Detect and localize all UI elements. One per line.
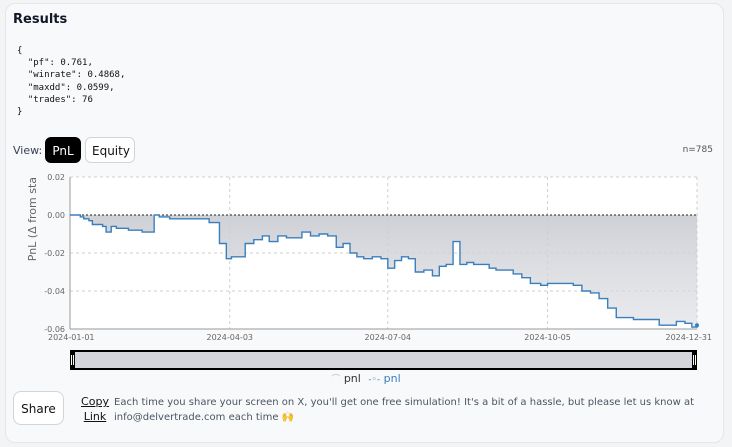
view-toggle-row: View: PnL Equity n=785	[13, 137, 713, 163]
share-message: Each time you share your screen on X, yo…	[114, 397, 695, 423]
range-slider[interactable]	[70, 350, 697, 370]
x-tick-label: 2024-10-05	[524, 333, 571, 342]
pnl-series-line	[70, 214, 698, 328]
y-tick-label: 0.02	[47, 173, 65, 182]
y-tick-label: -0.04	[44, 287, 65, 296]
y-tick-label: 0.00	[47, 211, 65, 220]
pnl-last-point	[695, 323, 699, 328]
view-label: View:	[13, 144, 43, 157]
legend-item-area[interactable]: ⌒ pnl	[331, 372, 361, 385]
chart-axes	[69, 177, 698, 330]
legend-line-icon: -◦-	[368, 375, 381, 385]
x-tick-label: 2024-04-03	[207, 333, 254, 342]
x-tick-label: 2024-12-31	[666, 333, 713, 342]
results-title: Results	[13, 12, 68, 27]
legend-item-line[interactable]: -◦- pnl	[368, 372, 400, 385]
x-tick-label: 2024-07-04	[365, 333, 412, 342]
range-handle-left[interactable]	[71, 355, 74, 365]
copy-link[interactable]: Copy Link	[81, 395, 109, 423]
range-handle-right[interactable]	[693, 355, 696, 365]
equity-view-button[interactable]: Equity	[85, 137, 135, 163]
y-tick-label: -0.02	[44, 249, 65, 258]
y-tick-label: -0.06	[44, 325, 65, 334]
chart-legend: ⌒ pnl -◦- pnl	[0, 372, 732, 385]
results-json: { "pf": 0.761, "winrate": 0.4868, "maxdd…	[17, 46, 126, 118]
pnl-view-button[interactable]: PnL	[45, 137, 81, 163]
x-tick-label: 2024-01-01	[48, 333, 95, 342]
legend-area-label: pnl	[343, 372, 361, 385]
share-button[interactable]: Share	[13, 391, 64, 425]
legend-line-label: pnl	[383, 372, 401, 385]
y-axis-label: PnL (Δ from sta	[26, 177, 39, 261]
data-count: n=785	[682, 145, 713, 155]
range-slider-selection[interactable]	[75, 352, 692, 368]
legend-area-icon: ⌒	[331, 375, 341, 385]
chart-line-layer	[70, 214, 699, 328]
